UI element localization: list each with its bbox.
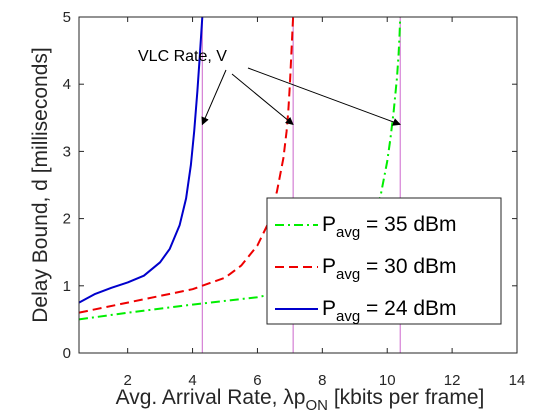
- y-tick-label: 1: [63, 278, 71, 295]
- x-tick-label: 14: [509, 372, 526, 389]
- y-axis-label: Delay Bound, d [milliseconds]: [29, 47, 52, 322]
- x-axis-label: Avg. Arrival Rate, λpON [kbits per frame…: [116, 386, 485, 414]
- series-line-0: [79, 17, 402, 321]
- series-lines: [79, 17, 402, 321]
- legend-box: [266, 197, 502, 325]
- annotation-arrow: [231, 73, 294, 126]
- y-tick-label: 0: [63, 345, 71, 362]
- y-tick-label: 5: [63, 9, 71, 26]
- plot-frame: [78, 16, 518, 354]
- legend-entry-0: Pavg = 35 dBm: [322, 213, 457, 241]
- x-tick-label: 2: [123, 372, 131, 389]
- x-tick-label: 6: [253, 372, 261, 389]
- x-axis: 2 4 6 8 10 12 14: [123, 17, 525, 389]
- x-tick-label: 8: [318, 372, 326, 389]
- legend-entry-2: Pavg = 24 dBm: [322, 297, 457, 325]
- annotation-label: VLC Rate, V: [138, 48, 227, 65]
- series-line-2: [79, 17, 204, 304]
- x-tick-label: 12: [444, 372, 461, 389]
- legend: Pavg = 35 dBm Pavg = 30 dBm Pavg = 24 dBm: [266, 197, 502, 325]
- vlc-rate-annotation: VLC Rate, V: [138, 48, 401, 126]
- annotation-arrow: [247, 67, 401, 126]
- y-tick-label: 3: [63, 143, 71, 160]
- x-tick-label: 4: [188, 372, 196, 389]
- annotation-arrow: [201, 69, 227, 126]
- x-tick-label: 10: [379, 372, 396, 389]
- x-axis-label-subscript: ON: [305, 397, 328, 414]
- y-tick-label: 2: [63, 211, 71, 228]
- y-axis: 0 1 2 3 4 5: [63, 9, 517, 362]
- y-tick-label: 4: [63, 76, 71, 93]
- legend-entry-1: Pavg = 30 dBm: [322, 255, 457, 283]
